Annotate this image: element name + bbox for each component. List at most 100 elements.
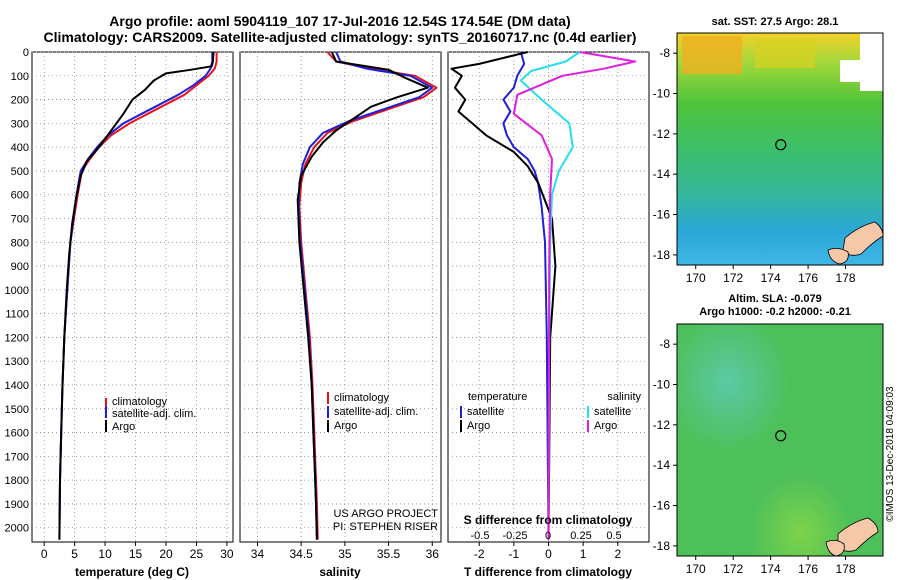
lat-tick-label: -8: [659, 337, 670, 351]
depth-tick-label: 800: [11, 237, 29, 249]
legend-t-argo: Argo: [467, 420, 490, 432]
island-shape: [825, 540, 845, 557]
series-line-argo: [296, 51, 429, 540]
temperature-panel: 0 5 10 15 20 25 30 0 100 200 300 400 500 600 700 800 90…: [5, 47, 234, 579]
lon-tick-label: 178: [836, 562, 856, 576]
series-line-t-argo: [450, 51, 557, 540]
x-tick-label: 0: [41, 547, 48, 561]
s-tick: 0.5: [606, 530, 621, 542]
depth-tick-label: 1500: [5, 404, 29, 416]
temperature-series: [58, 51, 218, 540]
depth-tick-label: 1200: [5, 332, 29, 344]
lat-tick-label: -16: [653, 208, 671, 222]
depth-yticks: 0 100 200 300 400 500 600 700 800 900 1000 1100 1200…: [5, 47, 29, 535]
depth-tick-label: 1400: [5, 380, 29, 392]
sla-argo-heights: Argo h1000: -0.2 h2000: -0.21: [699, 306, 851, 318]
s-tick: 0.25: [570, 530, 591, 542]
s-tick: -0.25: [502, 530, 527, 542]
lat-tick-label: -10: [653, 378, 671, 392]
depth-tick-label: 1900: [5, 499, 29, 511]
depth-tick-label: 1300: [5, 356, 29, 368]
temperature-axes-frame: [31, 51, 234, 543]
x-tick-label: 30: [220, 547, 234, 561]
depth-tick-label: 100: [11, 71, 29, 83]
sla-anomaly: [677, 324, 883, 556]
salinity-legend: climatology satellite-adj. clim. Argo: [327, 392, 418, 432]
sst-missing-patch: [840, 60, 862, 82]
difference-legend: temperature salinity satellite Argo sate…: [460, 391, 641, 432]
lat-tick-label: -10: [653, 87, 671, 101]
figure-title-line2: Climatology: CARS2009. Satellite-adjuste…: [43, 29, 637, 45]
depth-tick-label: 400: [11, 142, 29, 154]
sst-map: sat. SST: 27.5 Argo: 28.1 170 172 174 176 17…: [653, 16, 884, 285]
salinity-gridlines: [240, 51, 441, 542]
s-difference-label: S difference from climatology: [464, 513, 633, 527]
x-tick-label: 15: [129, 547, 143, 561]
lon-tick-label: 170: [686, 271, 706, 285]
salinity-xlabel: salinity: [319, 565, 361, 579]
lat-tick-label: -18: [653, 248, 671, 262]
s-tick: 0: [545, 530, 551, 542]
x-tick-label: 20: [159, 547, 173, 561]
series-line-argo: [58, 51, 215, 540]
argo-float-marker: [775, 430, 787, 442]
temperature-gridlines: [32, 51, 233, 542]
depth-tick-label: 1800: [5, 475, 29, 487]
lat-tick-label: -14: [653, 167, 671, 181]
lat-tick-label: -8: [659, 46, 670, 60]
difference-panel: -2 -1 0 1 2 T difference from climatology S …: [447, 51, 650, 579]
series-line-s-argo: [512, 51, 637, 540]
sla-title: Altim. SLA: -0.079: [728, 293, 822, 305]
lat-tick-label: -16: [653, 499, 671, 513]
depth-tick-label: 500: [11, 166, 29, 178]
legend-temperature-header: temperature: [468, 391, 527, 403]
credit-project: US ARGO PROJECT: [333, 508, 438, 520]
legend-s-satellite: satellite: [594, 406, 631, 418]
lat-tick-label: -12: [653, 127, 671, 141]
temperature-legend: climatology satellite-adj. clim. Argo: [105, 396, 196, 433]
depth-tick-label: 1000: [5, 285, 29, 297]
depth-tick-label: 600: [11, 190, 29, 202]
sst-missing-patch: [860, 33, 883, 91]
temperature-xticks: 0 5 10 15 20 25 30: [41, 542, 234, 561]
x-tick-label: 34: [251, 547, 265, 561]
depth-tick-label: 700: [11, 214, 29, 226]
legend-s-argo: Argo: [594, 420, 617, 432]
island-shape: [837, 517, 879, 552]
legend-satellite-adj: satellite-adj. clim.: [334, 406, 418, 418]
lon-tick-label: 170: [686, 562, 706, 576]
x-tick-label: 25: [190, 547, 204, 561]
x-tick-label: 1: [580, 547, 587, 561]
figure-title-line1: Argo profile: aoml 5904119_107 17-Jul-20…: [109, 13, 571, 29]
x-tick-label: 36: [426, 547, 440, 561]
salinity-panel: 34 34.5 35 35.5 36 salinity climatology sate…: [239, 51, 442, 579]
x-tick-label: 0: [545, 547, 552, 561]
depth-tick-label: 900: [11, 261, 29, 273]
sst-warm-patch: [682, 36, 742, 74]
lon-tick-label: 174: [761, 562, 781, 576]
series-line-t-satellite: [502, 51, 550, 540]
sla-frame: [676, 323, 884, 557]
lat-tick-label: -18: [653, 539, 671, 553]
sla-axis-ticks: 170 172 174 176 178 -8 -10 -12 -14 -16 -18: [653, 337, 856, 576]
salinity-axes-frame: [239, 51, 442, 543]
temperature-xlabel: temperature (deg C): [75, 565, 189, 579]
sst-frame: [676, 32, 884, 266]
lon-tick-label: 176: [798, 562, 818, 576]
depth-tick-label: 1600: [5, 428, 29, 440]
sst-warm-patch: [755, 38, 815, 68]
depth-tick-label: 1700: [5, 451, 29, 463]
legend-salinity-header: salinity: [607, 391, 641, 403]
x-tick-label: -2: [474, 547, 485, 561]
sst-title: sat. SST: 27.5 Argo: 28.1: [712, 16, 839, 28]
s-difference-ticks: -0.5 -0.25 0 0.25 0.5: [471, 530, 622, 542]
legend-t-satellite: satellite: [467, 406, 504, 418]
x-tick-label: 35.5: [377, 547, 401, 561]
x-tick-label: 35: [338, 547, 352, 561]
legend-argo: Argo: [112, 421, 135, 433]
imos-stamp: ©IMOS 13-Dec-2018 04:09:03: [885, 386, 896, 522]
sst-axis-ticks: 170 172 174 176 178 -8 -10 -12 -14 -16 -18: [653, 46, 856, 285]
lon-tick-label: 174: [761, 271, 781, 285]
difference-xticks: -2 -1 0 1 2: [474, 542, 621, 561]
